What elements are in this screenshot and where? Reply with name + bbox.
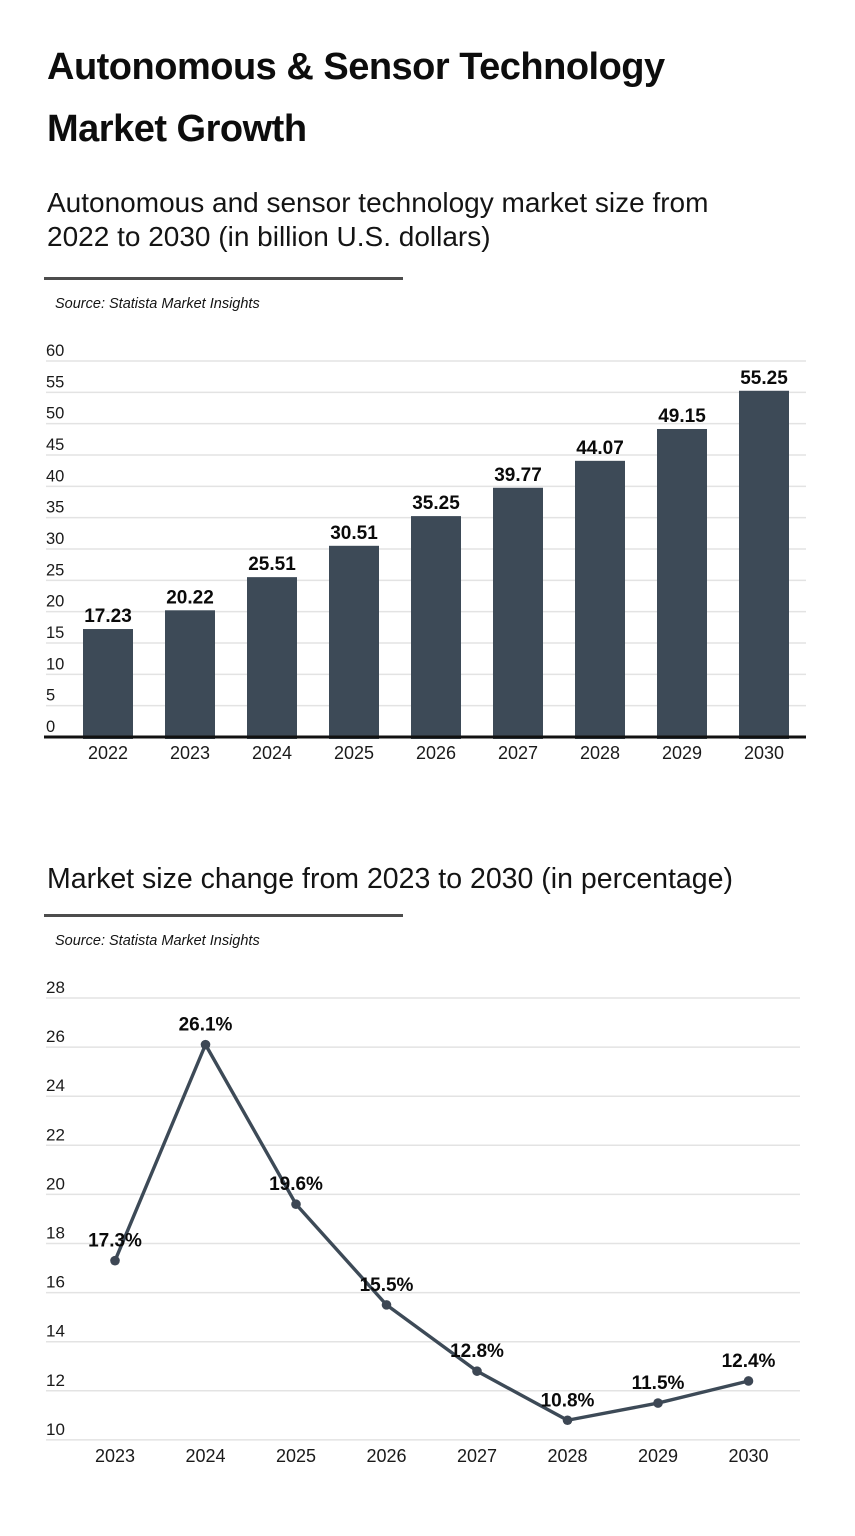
bar-value-label: 39.77	[494, 465, 542, 486]
y-tick-label: 10	[46, 655, 64, 673]
point-value-label: 12.4%	[722, 1351, 776, 1372]
x-tick-label: 2025	[276, 1446, 316, 1466]
x-tick-label: 2023	[95, 1446, 135, 1466]
y-tick-label: 45	[46, 436, 64, 454]
bar-value-label: 44.07	[576, 438, 624, 459]
point-2026	[381, 1300, 392, 1310]
y-tick-label: 26	[46, 1027, 65, 1046]
y-tick-label: 12	[46, 1371, 65, 1390]
bar-value-label: 20.22	[166, 587, 214, 608]
x-tick-label: 2026	[416, 743, 456, 763]
x-tick-label: 2025	[334, 743, 374, 763]
page-title-line-2: Market Growth	[47, 108, 307, 150]
bar-value-label: 35.25	[412, 493, 460, 514]
y-tick-label: 50	[46, 405, 64, 423]
bar-2024	[247, 577, 297, 739]
bar-2028	[575, 460, 625, 739]
point-value-label: 26.1%	[179, 1015, 233, 1036]
point-2024	[200, 1039, 211, 1050]
x-tick-label: 2028	[547, 1446, 587, 1466]
x-tick-label: 2024	[252, 743, 292, 763]
bar-2022	[83, 629, 133, 739]
trend-line	[113, 1042, 751, 1422]
point-2027	[472, 1366, 482, 1376]
y-tick-label: 55	[46, 373, 64, 391]
bar-value-label: 30.51	[330, 523, 378, 544]
page-title-line-1: Autonomous & Sensor Technology	[47, 46, 665, 88]
point-value-label: 15.5%	[360, 1275, 414, 1296]
x-tick-label: 2027	[498, 743, 538, 763]
y-tick-label: 22	[46, 1125, 65, 1144]
y-tick-label: 20	[46, 593, 64, 611]
x-tick-label: 2029	[638, 1446, 678, 1466]
x-tick-label: 2030	[744, 743, 784, 763]
bar-2026	[411, 516, 461, 739]
heading-divider	[44, 277, 403, 280]
y-tick-label: 25	[46, 561, 64, 579]
point-value-label: 12.8%	[450, 1341, 504, 1362]
bar-chart-heading-line-2: 2022 to 2030 (in billion U.S. dollars)	[47, 221, 491, 252]
line-chart-source-text: Source: Statista Market Insights	[55, 933, 260, 949]
y-tick-label: 15	[46, 624, 64, 642]
bar-2027	[493, 487, 543, 739]
point-value-label: 17.3%	[88, 1231, 142, 1252]
x-tick-label: 2026	[366, 1446, 406, 1466]
y-tick-label: 40	[46, 467, 64, 485]
point-2025	[291, 1199, 301, 1210]
y-tick-label: 5	[46, 687, 55, 705]
y-tick-label: 20	[46, 1174, 65, 1193]
line-chart-heading: Market size change from 2023 to 2030 (in…	[47, 862, 733, 896]
x-tick-label: 2022	[88, 743, 128, 763]
bar-value-label: 17.23	[84, 606, 132, 627]
point-2023	[110, 1255, 120, 1266]
x-tick-label: 2027	[457, 1446, 497, 1466]
y-tick-label: 16	[46, 1273, 65, 1292]
bar-2029	[657, 428, 707, 739]
point-2029	[653, 1398, 663, 1408]
y-tick-label: 24	[46, 1076, 65, 1095]
bar-value-label: 55.25	[740, 368, 788, 389]
heading-divider	[44, 914, 403, 917]
y-tick-label: 0	[46, 718, 55, 736]
y-tick-label: 28	[46, 978, 65, 997]
y-tick-label: 10	[46, 1420, 65, 1439]
y-tick-label: 14	[46, 1322, 65, 1341]
bar-chart-heading: Autonomous and sensor technology market …	[47, 186, 708, 254]
bar-2023	[165, 610, 215, 739]
x-tick-label: 2028	[580, 743, 620, 763]
bar-chart-heading-line-1: Autonomous and sensor technology market …	[47, 187, 709, 218]
bar-2030	[739, 390, 789, 739]
x-tick-label: 2023	[170, 743, 210, 763]
bar-chart: 05101520253035404550556017.23202220.2220…	[44, 342, 806, 763]
bar-2025	[329, 545, 379, 739]
line-chart: 10 12 14 16 18 20 22 24 26 28 17.3% 2023 26.1% 2024 19…	[46, 978, 800, 1466]
bar-value-label: 49.15	[658, 406, 706, 427]
page-title: Autonomous & Sensor Technology Market Gr…	[47, 36, 665, 160]
y-tick-label: 35	[46, 499, 64, 517]
point-value-label: 10.8%	[541, 1390, 595, 1411]
bar-chart-source-text: Source: Statista Market Insights	[55, 296, 260, 312]
y-tick-label: 18	[46, 1224, 65, 1243]
y-tick-label: 30	[46, 530, 64, 548]
y-tick-label: 60	[46, 342, 64, 360]
point-2030	[743, 1376, 754, 1386]
point-value-label: 11.5%	[632, 1373, 685, 1394]
line-chart-heading-line-1: Market size change from 2023 to 2030 (in…	[47, 863, 733, 895]
point-2028	[562, 1415, 573, 1426]
x-tick-label: 2029	[662, 743, 702, 763]
bar-value-label: 25.51	[248, 554, 296, 575]
x-tick-label: 2024	[185, 1446, 225, 1466]
point-value-label: 19.6%	[269, 1174, 323, 1195]
x-tick-label: 2030	[728, 1446, 768, 1466]
